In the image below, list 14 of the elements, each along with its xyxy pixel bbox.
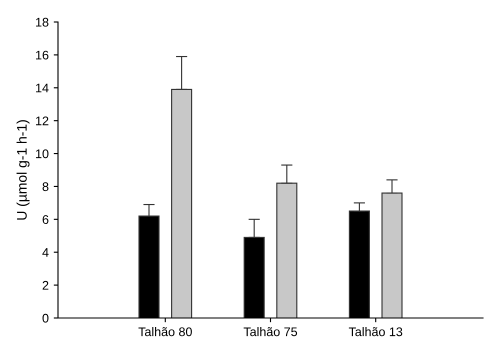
y-tick-label: 18 (36, 18, 48, 27)
x-tick-label: Talhão 13 (348, 327, 402, 336)
x-tick-label: Talhão 75 (244, 327, 298, 336)
y-tick-label: 6 (42, 215, 48, 224)
y-axis-title: U (µmol g-1 h-1) (16, 120, 30, 220)
y-tick-label: 12 (36, 116, 48, 126)
y-tick-label: 16 (36, 50, 48, 60)
y-tick-label: 2 (42, 280, 48, 290)
y-tick-label: 14 (36, 84, 49, 92)
y-tick-label: 0 (42, 314, 48, 323)
y-tick-label: 8 (42, 182, 48, 192)
x-tick-label: Talhão 80 (138, 327, 192, 336)
y-tick-label: 10 (36, 149, 48, 158)
y-tick-label: 4 (42, 248, 49, 257)
